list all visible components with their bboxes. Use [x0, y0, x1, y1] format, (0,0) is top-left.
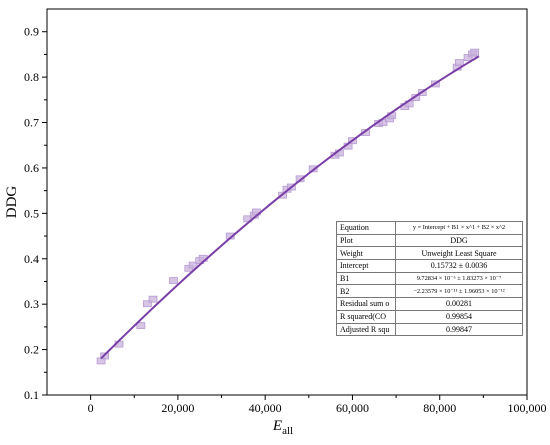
data-point: [295, 175, 305, 183]
data-point: [470, 48, 480, 56]
x-axis-title-subscript: all: [282, 425, 293, 437]
fit-table-key: Weight: [336, 246, 396, 261]
x-tick-label: 0: [88, 401, 94, 415]
fit-table-value: 0.00281: [395, 297, 523, 311]
fit-table-key: Residual sum o: [336, 297, 396, 311]
y-tick-label: 0.1: [24, 388, 39, 402]
data-point: [411, 94, 421, 101]
fit-table-key: R squared(CO: [336, 309, 396, 324]
y-tick-label: 0.5: [24, 206, 39, 220]
data-point: [361, 129, 370, 136]
data-point: [169, 277, 178, 284]
fit-table-value: −2.23579 × 10⁻¹¹ ± 1.96053 × 10⁻¹²: [395, 284, 523, 299]
x-tick-label: 80,000: [423, 401, 456, 415]
fit-table-key: Plot: [336, 233, 396, 248]
fit-table-row: Intercept 0.15732 ± 0.0036: [336, 259, 523, 273]
fit-table-row: B2 −2.23579 × 10⁻¹¹ ± 1.96053 × 10⁻¹²: [336, 284, 523, 299]
fit-table-row: Weight Unweight Least Square: [336, 246, 523, 261]
fit-table-key: B1: [336, 271, 396, 286]
fit-table-row: R squared(CO 0.99854: [336, 309, 523, 324]
y-tick-label: 0.2: [24, 343, 39, 357]
fit-table-key: Equation: [336, 221, 396, 235]
fit-table-key: B2: [336, 284, 396, 299]
fit-curve: [100, 55, 480, 360]
y-tick-label: 0.9: [24, 25, 39, 39]
fit-table-row: Residual sum o 0.00281: [336, 297, 523, 311]
x-axis-title-base: E: [272, 418, 282, 434]
fit-table-row: Adjusted R squ 0.99847: [336, 322, 523, 337]
fit-table-key: Adjusted R squ: [336, 322, 396, 337]
fit-table-row: Equation y = Intercept + B1 × x^1 + B2 × …: [336, 221, 523, 235]
fit-table-value: 9.72834 × 10⁻⁶ ± 1.83273 × 10⁻⁷: [395, 271, 523, 286]
y-tick-label: 0.4: [24, 252, 39, 266]
data-point: [148, 295, 158, 303]
y-tick-label: 0.7: [24, 116, 39, 130]
fit-table-value: y = Intercept + B1 × x^1 + B2 × x^2: [395, 221, 523, 235]
x-axis-title: Eall: [272, 418, 293, 437]
fit-table-value: DDG: [395, 233, 523, 248]
y-tick-label: 0.6: [24, 161, 39, 175]
fit-table-row: Plot DDG: [336, 233, 523, 248]
fit-table-value: 0.15732 ± 0.0036: [395, 259, 523, 273]
data-point: [188, 261, 198, 269]
y-tick-label: 0.3: [24, 297, 39, 311]
fit-table-value: Unweight Least Square: [395, 246, 523, 261]
y-tick-label: 0.8: [24, 70, 39, 84]
data-point: [136, 322, 146, 329]
plot-frame: [46, 8, 528, 396]
x-tick-label: 20,000: [161, 401, 194, 415]
fit-table-key: Intercept: [336, 259, 396, 273]
fit-table-value: 0.99847: [395, 322, 523, 337]
fit-table-value: 0.99854: [395, 309, 523, 324]
x-tick-label: 40,000: [249, 401, 282, 415]
data-point: [454, 59, 464, 66]
x-tick-label: 60,000: [336, 401, 369, 415]
y-axis-title: DDG: [4, 186, 20, 219]
data-point: [142, 300, 152, 308]
fit-results-table: Equation y = Intercept + B1 × x^1 + B2 × …: [336, 221, 523, 337]
x-tick-label: 100,000: [508, 401, 547, 415]
fit-table-row: B1 9.72834 × 10⁻⁶ ± 1.83273 × 10⁻⁷: [336, 271, 523, 286]
